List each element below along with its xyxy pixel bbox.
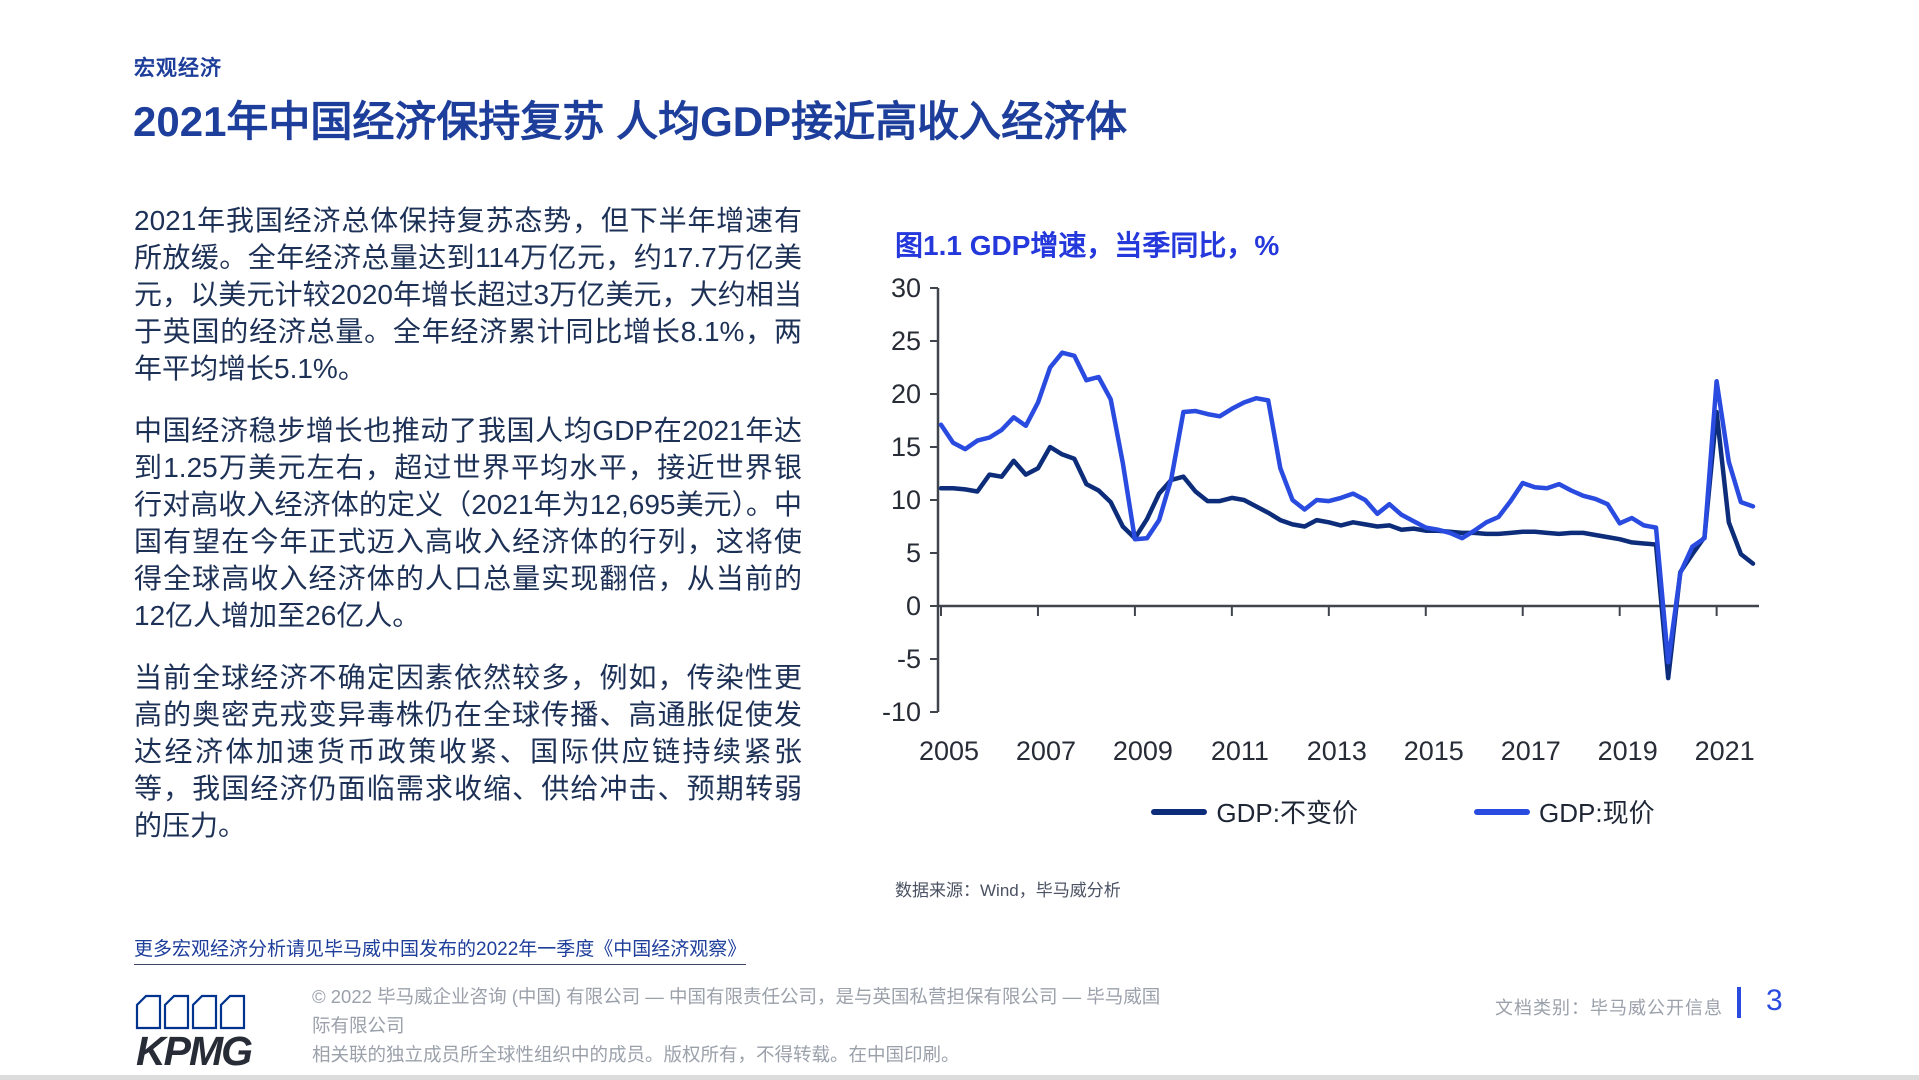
more-analysis-link[interactable]: 更多宏观经济分析请见毕马威中国发布的2022年一季度《中国经济观察》 [134,934,747,965]
y-tick-label: 20 [891,379,921,409]
page-bottom-edge [0,1075,1919,1080]
legend-swatch [1151,808,1208,815]
y-tick-label: 15 [891,432,921,462]
section-eyebrow: 宏观经济 [134,57,222,80]
chart-legend: GDP:不变价 GDP:现价 [853,793,1803,830]
legend-label: GDP:现价 [1539,798,1655,828]
y-tick-label: 30 [891,273,921,303]
x-tick-label: 2007 [1016,736,1076,766]
x-tick-label: 2021 [1695,736,1755,766]
figure-title: 图1.1 GDP增速，当季同比，% [895,230,1280,261]
figure-source: 数据来源：Wind，毕马威分析 [895,881,1121,900]
kpmg-logo-text: KPMG [136,1028,252,1071]
x-tick-label: 2017 [1501,736,1561,766]
legend-item-constant-price: GDP:不变价 [1151,793,1358,830]
legend-label: GDP:不变价 [1216,798,1358,828]
copyright-line-2: 相关联的独立成员所全球性组织中的成员。版权所有，不得转载。在中国印刷。 [312,1044,960,1065]
article-body: 2021年我国经济总体保持复苏态势，但下半年增速有所放缓。全年经济总量达到114… [134,202,802,869]
copyright-line-1: © 2022 毕马威企业咨询 (中国) 有限公司 — 中国有限责任公司，是与英国… [312,986,1161,1036]
legend-swatch [1474,808,1530,815]
y-tick-label: -10 [882,697,921,727]
page-number-divider [1737,987,1741,1018]
body-paragraph-1: 2021年我国经济总体保持复苏态势，但下半年增速有所放缓。全年经济总量达到114… [134,205,802,384]
kpmg-logo: KPMG [135,994,254,1071]
legend-item-current-price: GDP:现价 [1474,793,1655,830]
y-tick-label: -5 [897,644,921,674]
x-tick-label: 2011 [1211,736,1269,766]
series-line-constant-price [938,409,1756,681]
x-tick-label: 2009 [1113,736,1173,766]
body-paragraph-2: 中国经济稳步增长也推动了我国人均GDP在2021年达到1.25万美元左右，超过世… [134,415,802,631]
x-tick-label: 2019 [1598,736,1658,766]
y-tick-label: 10 [891,485,921,515]
doc-class-label: 文档类别：毕马威公开信息 [1495,998,1723,1018]
footer-copyright: © 2022 毕马威企业咨询 (中国) 有限公司 — 中国有限责任公司，是与英国… [312,982,1172,1069]
page-title: 2021年中国经济保持复苏 人均GDP接近高收入经济体 [133,98,1128,145]
figure-gdp-growth: 图1.1 GDP增速，当季同比，% 30 25 20 15 10 5 0 -5 -10 2005 2… [853,224,1803,901]
x-tick-label: 2005 [919,736,979,766]
y-tick-label: 25 [891,326,921,356]
x-tick-label: 2013 [1307,736,1367,766]
page-number: 3 [1766,984,1783,1017]
y-tick-label: 0 [906,591,921,621]
series-line-current-price [938,350,1756,665]
body-paragraph-3: 当前全球经济不确定因素依然较多，例如，传染性更高的奥密克戎变异毒株仍在全球传播、… [134,662,802,841]
chart-series [938,350,1756,681]
x-tick-label: 2015 [1404,736,1464,766]
y-tick-label: 5 [906,538,921,568]
